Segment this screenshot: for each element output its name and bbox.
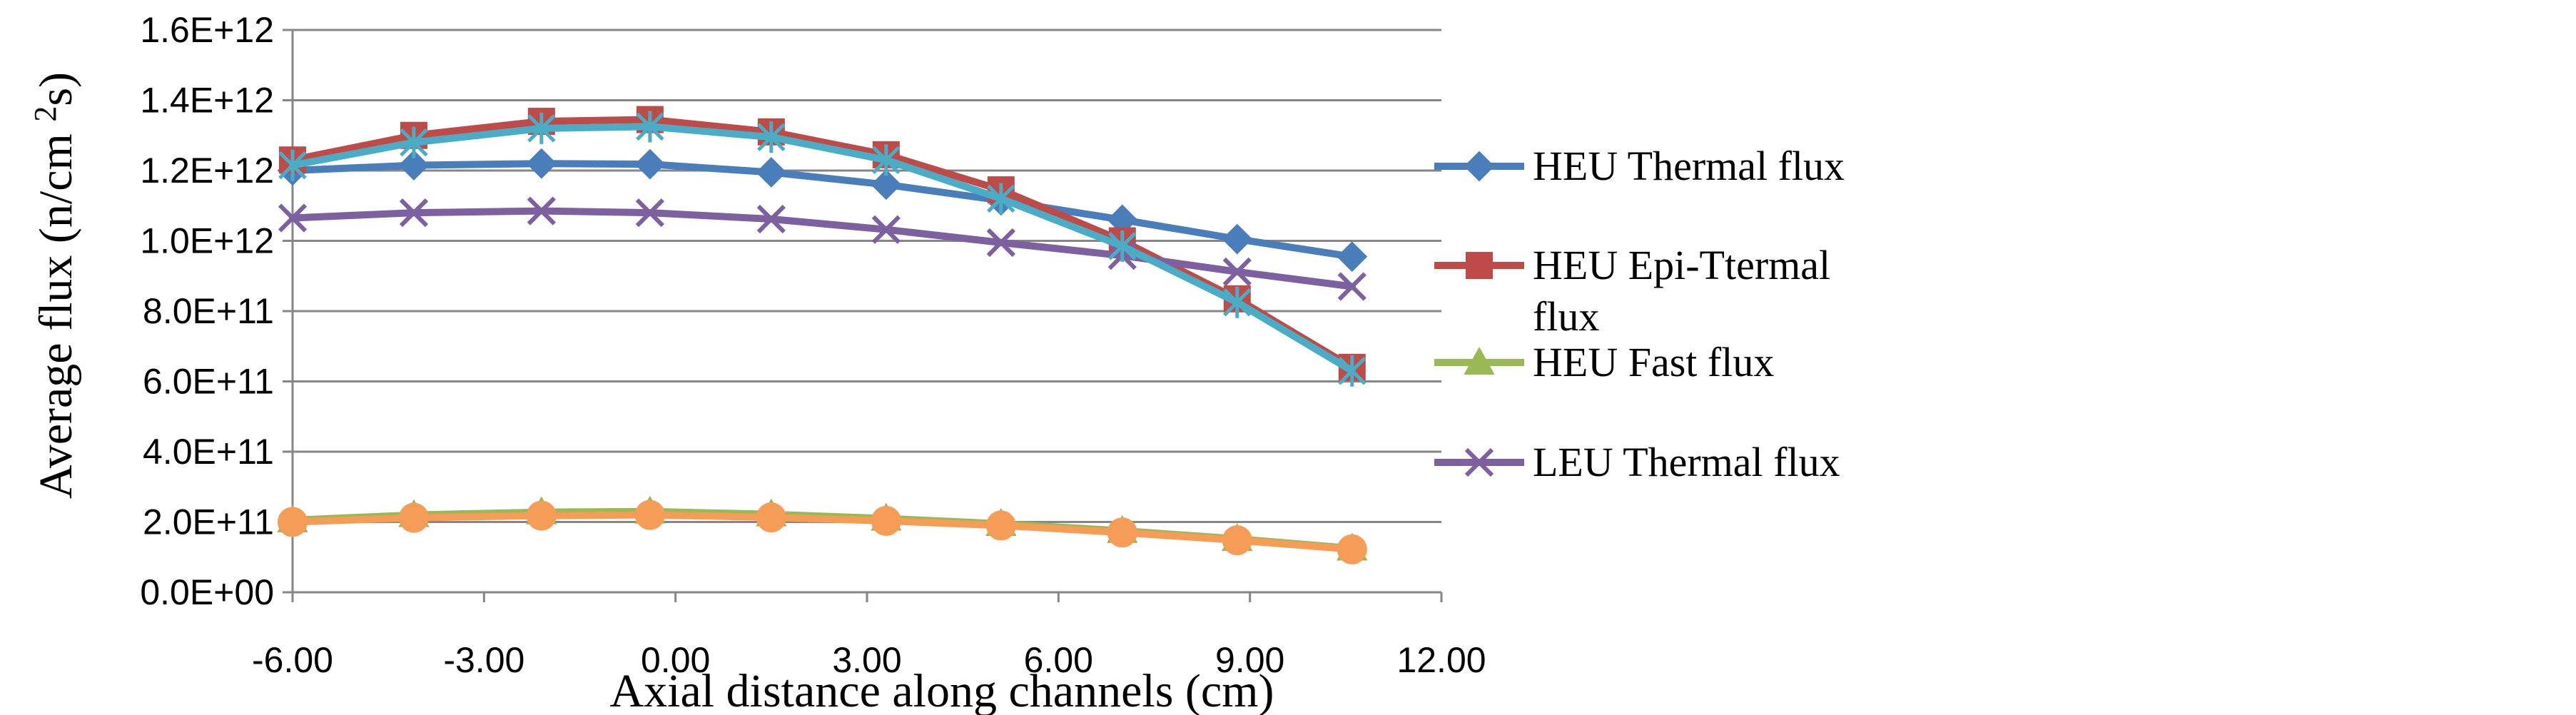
y-tick-label: 4.0E+11 <box>143 432 274 472</box>
legend-item: HEU Fast flux <box>1434 339 1774 385</box>
legend-swatch-marker <box>1464 346 1495 375</box>
tick-labels: 0.0E+00 2.0E+11 4.0E+11 6.0E+11 8.0E+11 1.0E+… <box>140 10 1486 680</box>
data-point <box>527 196 556 225</box>
legend-item: LEU Thermal flux <box>1434 439 1840 485</box>
legend-label: HEU Fast flux <box>1533 339 1774 385</box>
x-axis-title: Axial distance along channels (cm) <box>610 665 1274 715</box>
data-point <box>398 150 430 181</box>
data-point <box>278 507 308 537</box>
y-tick-label: 1.0E+12 <box>140 221 274 261</box>
data-point <box>278 149 307 181</box>
y-tick-label: 6.0E+11 <box>143 362 274 402</box>
series-3 <box>278 196 1366 301</box>
series-line <box>289 116 1356 371</box>
data-point <box>871 215 901 244</box>
legend-swatch-marker <box>1466 252 1493 279</box>
data-point <box>872 144 901 176</box>
x-tick-label: 12.00 <box>1396 640 1486 680</box>
y-tick-label: 2.0E+11 <box>143 502 274 542</box>
series-group <box>277 106 1368 564</box>
data-point <box>985 510 1016 541</box>
data-point <box>1222 525 1252 556</box>
data-point <box>278 203 308 233</box>
data-point <box>757 121 786 153</box>
series-4 <box>278 111 1366 387</box>
data-point <box>636 111 664 143</box>
gridlines <box>293 29 1441 523</box>
series-line <box>289 511 1356 553</box>
legend-label: HEU Thermal flux <box>1533 143 1845 189</box>
y-tick-label: 1.4E+12 <box>140 81 274 121</box>
y-tick-label: 8.0E+11 <box>143 291 274 331</box>
data-point <box>526 148 557 179</box>
data-point <box>756 204 786 234</box>
data-point <box>1337 534 1367 564</box>
data-point <box>987 183 1015 215</box>
series-5 <box>278 500 1367 564</box>
axes <box>283 29 1443 602</box>
data-point <box>871 169 902 201</box>
data-point <box>1337 272 1366 301</box>
data-point <box>527 112 556 144</box>
legend-swatch-marker <box>1464 151 1495 182</box>
data-point <box>1222 223 1253 255</box>
data-point <box>756 157 787 188</box>
series-line <box>289 123 1356 375</box>
x-tick-label: 9.00 <box>1215 640 1284 680</box>
data-point <box>1222 257 1252 286</box>
data-point <box>398 502 429 533</box>
data-point <box>634 148 666 180</box>
y-tick-label: 1.2E+12 <box>140 151 274 191</box>
data-point <box>634 500 665 530</box>
y-axis-title-sup: 2 <box>28 106 63 122</box>
data-point <box>399 198 429 228</box>
data-point <box>635 198 665 228</box>
series-line <box>289 207 1356 290</box>
series-2 <box>277 495 1368 561</box>
data-point <box>1108 230 1137 262</box>
data-point <box>1107 517 1137 548</box>
y-tick-label: 0.0E+00 <box>140 572 274 612</box>
x-tick-label: 0.00 <box>641 640 710 680</box>
data-point <box>1338 355 1366 387</box>
y-axis-title: Average flux (n/cm 2s) <box>28 72 82 499</box>
data-point <box>400 126 428 158</box>
series-line <box>289 160 1356 260</box>
data-point <box>986 228 1015 258</box>
x-tick-label: 6.00 <box>1024 640 1093 680</box>
y-tick-label: 1.6E+12 <box>140 10 274 50</box>
legend-swatch-marker <box>1464 447 1494 477</box>
x-tick-label: -6.00 <box>252 640 333 680</box>
data-point <box>871 506 901 537</box>
data-point <box>1223 286 1252 318</box>
legend-item: HEU Epi-Ttermal flux <box>1434 242 1830 340</box>
data-point <box>526 500 557 531</box>
x-tick-label: 3.00 <box>832 640 901 680</box>
x-tick-label: -3.00 <box>443 640 524 680</box>
series-0 <box>277 148 1368 273</box>
data-point <box>756 502 786 533</box>
y-axis-title-tail: s) <box>30 72 82 106</box>
y-axis-title-main: Average flux (n/cm <box>30 122 82 499</box>
legend-label: LEU Thermal flux <box>1533 439 1840 485</box>
legend-label: HEU Epi-Ttermal flux <box>1533 242 1830 340</box>
data-point <box>1337 241 1368 273</box>
legend-item: HEU Thermal flux <box>1434 143 1845 189</box>
